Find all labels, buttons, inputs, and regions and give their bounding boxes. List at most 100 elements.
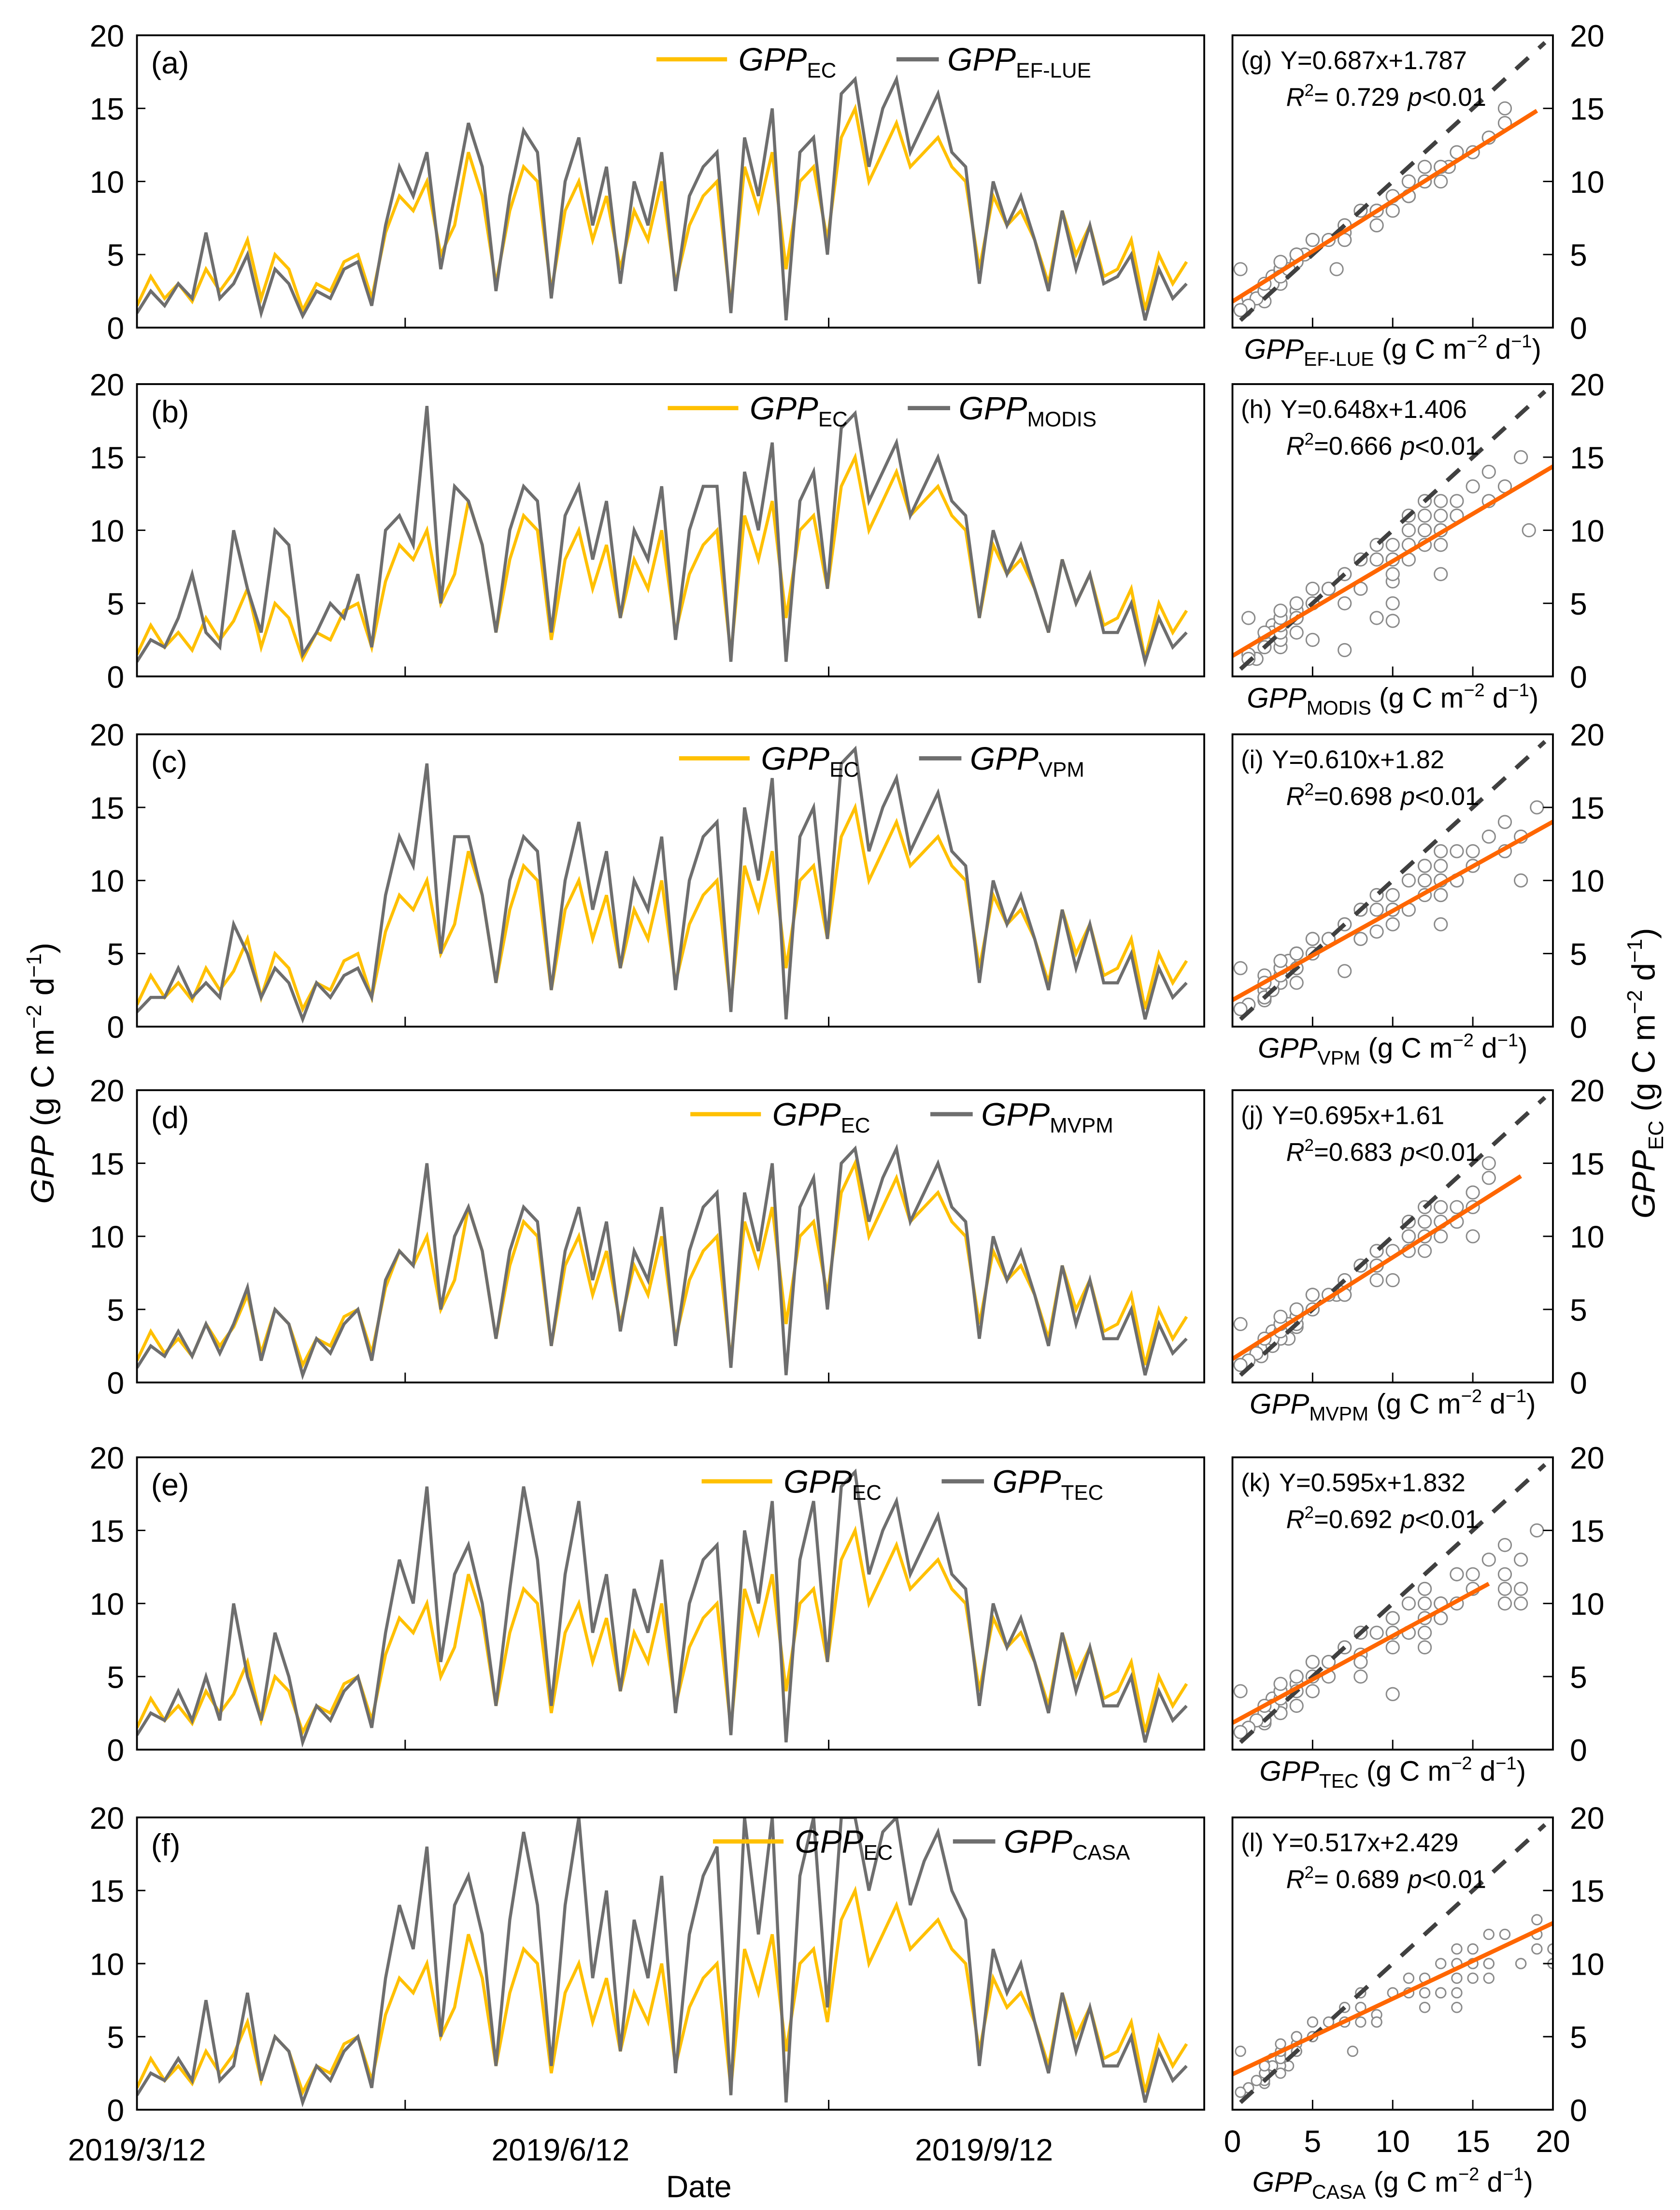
scatter-point <box>1417 1581 1432 1596</box>
scatter-point <box>1522 523 1536 538</box>
superscript: 2 <box>1305 1136 1314 1155</box>
equation-text: Y=0.648x+1.406 <box>1281 395 1467 424</box>
scatter-point <box>1434 1200 1448 1214</box>
regression-equation: (l) Y=0.517x+2.429 <box>1241 1829 1458 1857</box>
y-tick-label: 20 <box>90 718 125 752</box>
axis-unit: (g C m <box>1371 682 1464 714</box>
axis-exp: −1 <box>1495 1753 1516 1774</box>
scatter-point <box>1305 1655 1320 1669</box>
scatter-point <box>1417 159 1432 174</box>
scatter-point <box>1419 1987 1431 1999</box>
legend-sub-text: EC <box>863 1841 893 1865</box>
scatter-point <box>1499 1928 1511 1940</box>
y-tick-label: 5 <box>107 587 124 621</box>
axis-main: GPP <box>1247 682 1306 714</box>
scatter-point <box>1385 1640 1400 1655</box>
axis-exp: −2 <box>1464 680 1484 701</box>
scatter-point <box>1273 1309 1288 1324</box>
y-tick-label: 5 <box>107 1660 124 1694</box>
r-squared-text: R2=0.666 p<0.01 <box>1286 430 1480 460</box>
scatter-point <box>1417 1244 1432 1258</box>
scatter-point <box>1497 1581 1512 1596</box>
scatter-point <box>1385 614 1400 628</box>
p-symbol: p <box>1400 432 1415 460</box>
legend-ec-label: GPPEC <box>750 390 848 431</box>
scatter-point <box>1353 932 1368 946</box>
model-series-line <box>137 74 1188 321</box>
y-tick-label: 10 <box>90 864 125 899</box>
date-tick-label: 2019/6/12 <box>491 2133 629 2167</box>
panel-label: (h) <box>1241 395 1272 424</box>
scatter-panel-modis: 0 5 10 15 20 (h) Y=0.648x+1.406 R2=0.666 p<0.01 G… <box>1231 367 1605 719</box>
scatter-point <box>1305 932 1320 946</box>
superscript: 2 <box>1305 81 1314 100</box>
panel-label: (l) <box>1241 1829 1264 1857</box>
scatter-x-axis-label: GPPMVPM (g C m−2 d−1) <box>1250 1386 1536 1425</box>
axis-sub: EF-LUE <box>1304 348 1374 370</box>
y-tick-label: 5 <box>107 2020 124 2055</box>
scatter-point <box>1329 262 1344 276</box>
y-tick-label-right: 5 <box>1570 1660 1587 1694</box>
x-axis-title: Date <box>666 2169 732 2204</box>
r-symbol: R <box>1286 1138 1305 1166</box>
scatter-point <box>1450 494 1464 508</box>
scatter-panel-tec: 0 5 10 15 20 (k) Y=0.595x+1.832 R2=0.692 p<0.01 G… <box>1231 1441 1605 1792</box>
scatter-point <box>1530 1523 1544 1538</box>
scatter-point <box>1235 2045 1246 2057</box>
axis-sub: CASA <box>1312 2181 1366 2203</box>
scatter-point <box>1401 1229 1416 1244</box>
p-symbol: p <box>1407 83 1422 112</box>
scatter-point <box>1289 1698 1304 1713</box>
legend-ec-label: GPPEC <box>739 42 837 83</box>
panel-label: (f) <box>151 1827 181 1862</box>
axis-unit: d <box>1474 1033 1497 1064</box>
scatter-point <box>1233 303 1248 317</box>
scatter-point <box>1289 596 1304 611</box>
regression-line <box>1231 1174 1522 1361</box>
axis-part: (g C m <box>25 1029 61 1135</box>
axis-main: GPP <box>1253 2167 1312 2198</box>
scatter-point <box>1580 1915 1590 1924</box>
y-tick-label: 5 <box>107 1292 124 1327</box>
axis-main: GPP <box>1259 1756 1319 1787</box>
regression-equation: (i) Y=0.610x+1.82 <box>1241 746 1444 774</box>
one-to-one-line <box>1239 1096 1547 1377</box>
scatter-point <box>1385 596 1400 611</box>
scatter-point <box>1385 917 1400 932</box>
legend-model-label: GPPTEC <box>993 1464 1104 1505</box>
y-tick-label: 10 <box>90 165 125 200</box>
scatter-point <box>1483 1972 1495 1984</box>
y-tick-label: 20 <box>90 1074 125 1108</box>
legend-main-text: GPP <box>947 42 1016 78</box>
scatter-point <box>1275 2067 1286 2079</box>
scatter-point <box>1483 1958 1495 1969</box>
r-squared-text: R2=0.692 p<0.01 <box>1286 1503 1480 1534</box>
scatter-point <box>1385 538 1400 552</box>
axis-exp: −2 <box>1466 331 1487 352</box>
axis-sub: VPM <box>1317 1047 1360 1069</box>
y-tick-label-right: 15 <box>1570 441 1605 475</box>
scatter-point <box>1233 1358 1248 1372</box>
scatter-point <box>1417 1640 1432 1655</box>
superscript: 2 <box>1305 1863 1314 1882</box>
scatter-point <box>1481 829 1496 844</box>
equation-text: Y=0.695x+1.61 <box>1272 1101 1444 1130</box>
scatter-point <box>1369 1273 1384 1288</box>
axis-unit: ) <box>1529 682 1538 714</box>
scatter-point <box>1289 976 1304 990</box>
axis-unit: d <box>1487 333 1511 365</box>
scatter-point <box>1481 1156 1496 1171</box>
r-symbol: R <box>1286 432 1305 460</box>
model-series-line <box>137 1143 1188 1380</box>
y-tick-label-right: 0 <box>1570 2093 1587 2128</box>
scatter-point <box>1417 508 1432 523</box>
scatter-point <box>1371 2016 1382 2028</box>
legend-ec-label: GPPEC <box>761 741 859 782</box>
regression-equation: (j) Y=0.695x+1.61 <box>1241 1101 1444 1130</box>
scatter-point <box>1289 1669 1304 1684</box>
